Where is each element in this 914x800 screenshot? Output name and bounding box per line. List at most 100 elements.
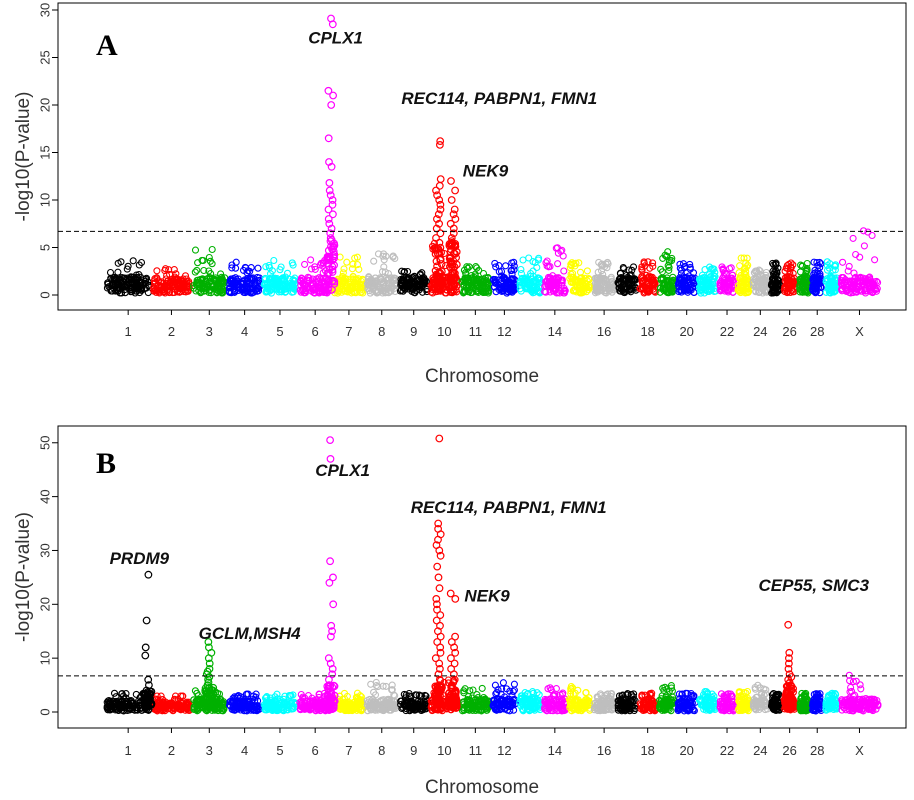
snp-point: [499, 679, 507, 687]
snp-point: [353, 261, 362, 269]
chromosome-points-4: [225, 690, 264, 715]
chromosome-points-22: [716, 263, 738, 296]
snp-point: [367, 680, 375, 688]
snp-point: [547, 282, 555, 290]
snp-point: [646, 264, 654, 272]
snp-point: [471, 285, 479, 293]
snp-point: [244, 280, 252, 288]
x-tick-label: X: [855, 324, 864, 339]
chromosome-points-23: [734, 254, 753, 297]
x-tick-label: 9: [410, 324, 417, 339]
snp-point: [350, 288, 359, 297]
snp-point: [624, 275, 632, 283]
snp-point: [137, 258, 146, 267]
snp-point: [280, 275, 288, 283]
snp-point: [276, 266, 284, 274]
snp-point: [839, 258, 847, 266]
y-tick-label: 15: [37, 145, 52, 159]
snp-point: [504, 279, 512, 287]
snp-point: [340, 265, 348, 273]
snp-point: [202, 286, 210, 295]
x-tick-label: 28: [810, 324, 824, 339]
chromosome-points-14: [541, 244, 569, 297]
snp-point: [299, 276, 307, 284]
snp-point: [171, 273, 179, 281]
snp-point: [509, 275, 517, 283]
snp-point: [567, 260, 575, 268]
snp-point: [471, 273, 479, 282]
snp-point: [639, 274, 647, 282]
snp-point: [114, 287, 123, 295]
snp-point: [301, 260, 309, 268]
peak-point: [324, 134, 333, 143]
snp-point: [380, 263, 388, 271]
snp-point: [497, 283, 505, 291]
snp-point: [289, 276, 297, 284]
snp-point: [567, 270, 575, 278]
chromosome-points-28: [808, 258, 825, 297]
snp-point: [603, 264, 611, 272]
snp-point: [191, 246, 200, 254]
chromosome-points-5: [260, 690, 299, 715]
x-tick-label: 2: [168, 324, 175, 339]
snp-point: [871, 256, 879, 264]
snp-point: [263, 287, 271, 295]
chromosome-points-21: [695, 688, 720, 714]
snp-point: [301, 287, 310, 295]
y-tick-label: 0: [37, 291, 52, 298]
snp-point: [308, 275, 317, 283]
chromosome-points-12: [490, 258, 520, 297]
snp-point: [262, 263, 270, 271]
snp-point: [495, 262, 503, 270]
snp-point: [198, 276, 206, 284]
snp-point: [229, 274, 237, 283]
snp-point: [676, 260, 684, 268]
snp-point: [404, 267, 412, 276]
snp-point: [617, 278, 625, 286]
snp-point: [396, 287, 404, 295]
snp-point: [390, 274, 398, 282]
snp-point: [320, 288, 328, 297]
snp-point: [106, 268, 115, 277]
chromosome-points-17: [614, 263, 640, 297]
snp-point: [289, 261, 297, 269]
chromosome-points-3: [190, 245, 229, 297]
snp-point: [380, 256, 388, 264]
snp-point: [190, 282, 198, 290]
x-tick-label: 1: [125, 324, 132, 339]
chromosome-points-18: [636, 258, 659, 297]
peak-point: [446, 219, 455, 228]
snp-point: [281, 284, 290, 292]
y-axis-title: -log10(P-value): [13, 92, 34, 222]
snp-point: [165, 266, 173, 274]
snp-point: [579, 281, 587, 289]
snp-point: [519, 256, 527, 264]
snp-point: [479, 269, 488, 278]
chromosome-points-24: [749, 681, 771, 714]
snp-point: [364, 284, 372, 293]
snp-point: [598, 274, 606, 283]
snp-point: [163, 282, 171, 290]
snp-point: [123, 265, 131, 273]
snp-point: [849, 234, 857, 242]
snp-point: [560, 284, 568, 292]
snp-point: [619, 287, 627, 295]
snp-point: [461, 287, 469, 295]
snp-point: [535, 275, 543, 283]
snp-point: [551, 281, 559, 289]
snp-point: [262, 288, 270, 296]
snp-point: [225, 288, 234, 296]
snp-point: [415, 286, 423, 294]
snp-point: [377, 284, 385, 292]
snp-point: [298, 286, 306, 294]
snp-point: [567, 273, 575, 281]
y-tick-label: 50: [37, 436, 52, 450]
y-tick-label: 5: [37, 244, 52, 251]
x-tick-label: 11: [469, 324, 483, 339]
snp-point: [616, 270, 625, 278]
snp-point: [644, 286, 652, 295]
x-tick-label: 10: [437, 324, 451, 339]
snp-point: [608, 286, 616, 294]
